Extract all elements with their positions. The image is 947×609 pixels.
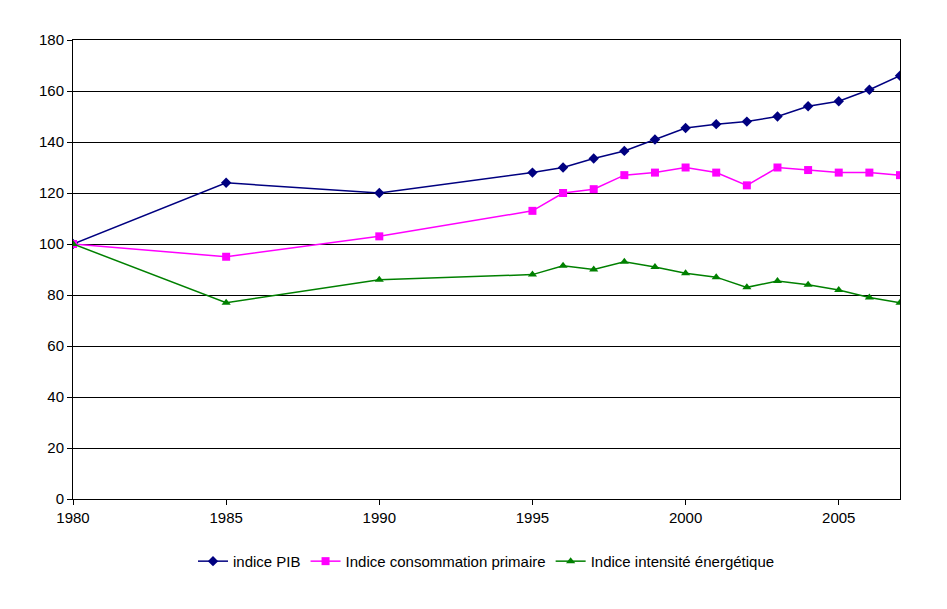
svg-text:1980: 1980 — [56, 509, 89, 526]
svg-text:indice PIB: indice PIB — [233, 553, 301, 570]
svg-text:60: 60 — [47, 337, 64, 354]
svg-text:120: 120 — [39, 184, 64, 201]
svg-text:80: 80 — [47, 286, 64, 303]
svg-text:0: 0 — [56, 490, 64, 507]
svg-text:20: 20 — [47, 439, 64, 456]
svg-text:100: 100 — [39, 235, 64, 252]
svg-text:1990: 1990 — [363, 509, 396, 526]
svg-text:180: 180 — [39, 31, 64, 48]
svg-text:Indice intensité énergétique: Indice intensité énergétique — [591, 553, 774, 570]
svg-text:160: 160 — [39, 82, 64, 99]
svg-text:2000: 2000 — [669, 509, 702, 526]
svg-text:2005: 2005 — [822, 509, 855, 526]
svg-text:40: 40 — [47, 388, 64, 405]
svg-text:140: 140 — [39, 133, 64, 150]
svg-text:1995: 1995 — [516, 509, 549, 526]
svg-text:1985: 1985 — [209, 509, 242, 526]
svg-text:Indice consommation primaire: Indice consommation primaire — [346, 553, 546, 570]
